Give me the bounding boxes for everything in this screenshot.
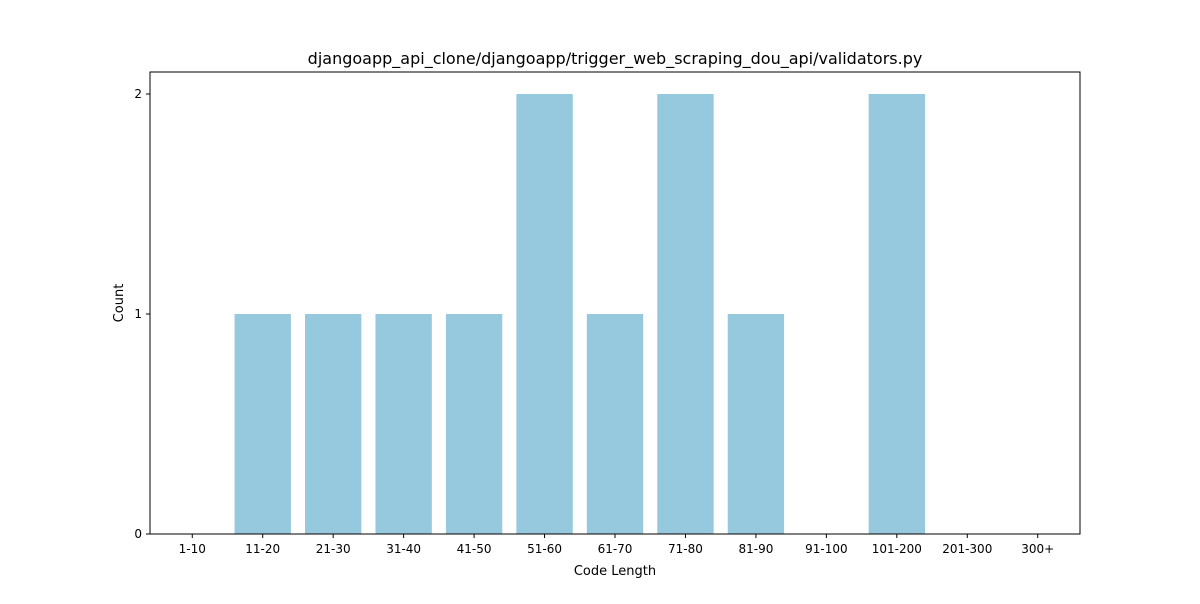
x-tick-label: 11-20 — [245, 542, 280, 556]
bar-51-60 — [516, 94, 573, 534]
bar-31-40 — [375, 314, 432, 534]
y-tick-label: 0 — [134, 527, 142, 541]
x-tick-label: 1-10 — [179, 542, 206, 556]
x-tick-label: 91-100 — [805, 542, 848, 556]
x-tick-label: 31-40 — [386, 542, 421, 556]
y-axis-label: Count — [112, 284, 127, 323]
bar-81-90 — [727, 314, 785, 534]
y-tick-label: 2 — [134, 87, 142, 101]
x-tick-label: 201-300 — [942, 542, 992, 556]
y-tick-label: 1 — [134, 307, 142, 321]
x-axis-label: Code Length — [574, 564, 656, 579]
y-axis-ticks: 0 1 2 — [134, 87, 150, 541]
bar-61-70 — [586, 314, 644, 534]
x-tick-label: 41-50 — [457, 542, 492, 556]
x-tick-label: 300+ — [1021, 542, 1054, 556]
x-tick-label: 21-30 — [316, 542, 351, 556]
bar-71-80 — [657, 94, 714, 534]
x-tick-label: 101-200 — [872, 542, 922, 556]
bar-41-50 — [445, 314, 503, 534]
x-tick-label: 71-80 — [668, 542, 703, 556]
x-tick-label: 61-70 — [598, 542, 633, 556]
bar-21-30 — [305, 314, 362, 534]
bars — [234, 94, 925, 534]
chart-title: djangoapp_api_clone/djangoapp/trigger_we… — [308, 49, 923, 69]
x-axis-ticks: 1-10 11-20 21-30 31-40 41-50 51-60 61-70 71-80 8… — [179, 534, 1054, 556]
bar-101-200 — [868, 94, 925, 534]
x-tick-label: 51-60 — [527, 542, 562, 556]
x-tick-label: 81-90 — [738, 542, 773, 556]
bar-11-20 — [234, 314, 291, 534]
